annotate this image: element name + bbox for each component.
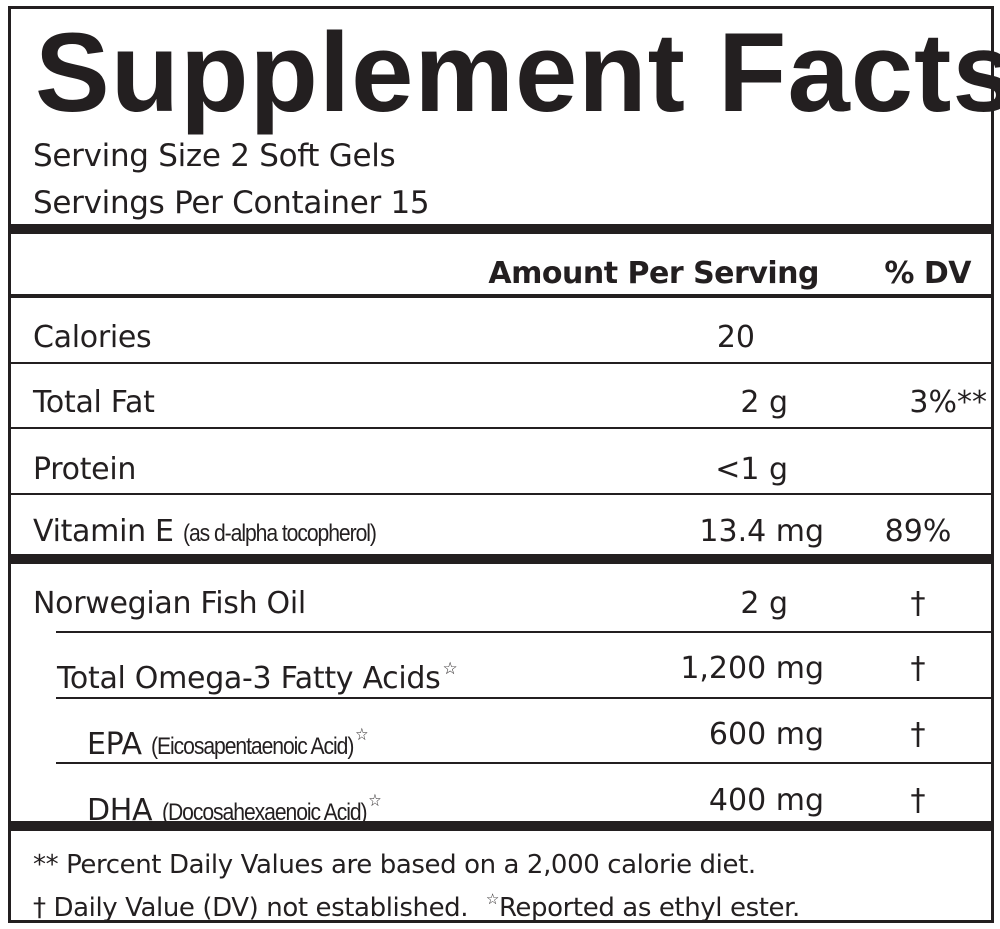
ingredient-name: EPA (Eicosapentaenoic Acid) ☆	[87, 715, 397, 767]
ingredient-dv: †	[910, 651, 926, 686]
nutrient-amount: 20	[716, 320, 755, 355]
nutrient-amount: 13.4 mg	[699, 514, 824, 549]
ingredient-dv: †	[910, 783, 926, 818]
star-icon: ☆	[367, 791, 381, 810]
divider-thick	[11, 224, 991, 234]
ingredient-amount: 1,200 mg	[680, 651, 824, 686]
header-amount-per-serving: Amount Per Serving	[488, 256, 819, 291]
divider-thin-indented	[56, 697, 991, 699]
ingredient-dv: †	[910, 586, 926, 621]
nutrient-dv: 3%**	[909, 385, 987, 420]
servings-per-container: Servings Per Container 15	[33, 185, 430, 221]
divider-thick	[11, 554, 991, 564]
nutrient-name: Total Fat	[33, 385, 155, 420]
divider-medium	[11, 294, 991, 298]
nutrient-name: Protein	[33, 452, 137, 487]
divider-thin-indented	[56, 631, 991, 633]
ingredient-name-main: Total Omega-3 Fatty Acids	[57, 661, 441, 696]
footnote-dv-basis: ** Percent Daily Values are based on a 2…	[33, 850, 756, 880]
ingredient-amount: 2 g	[740, 586, 788, 621]
divider-thin	[11, 493, 991, 495]
nutrient-name-detail: (as d-alpha tocopherol)	[182, 520, 377, 547]
nutrient-amount: 2 g	[740, 385, 788, 420]
ingredient-name-main: EPA	[87, 727, 142, 762]
supplement-facts-label: Supplement Facts Serving Size 2 Soft Gel…	[8, 6, 1000, 923]
nutrient-amount: <1 g	[715, 452, 788, 487]
nutrient-name: Calories	[33, 320, 152, 355]
footnote-dv-not-established: † Daily Value (DV) not established. ☆Rep…	[33, 890, 800, 923]
ingredient-name-detail: (Eicosapentaenoic Acid) ☆	[151, 725, 368, 760]
ingredient-name: Total Omega-3 Fatty Acids ☆	[57, 649, 458, 699]
ingredient-dv: †	[910, 717, 926, 752]
star-icon: ☆	[442, 659, 458, 679]
nutrient-dv: 89%	[884, 514, 952, 549]
nutrient-name: Vitamin E (as d-alpha tocopherol)	[33, 512, 402, 554]
header-percent-dv: % DV	[884, 256, 971, 291]
divider-thin	[11, 427, 991, 429]
divider-thick	[11, 821, 991, 831]
nutrient-name-main: Vitamin E	[33, 514, 174, 549]
star-icon: ☆	[355, 725, 368, 744]
ingredient-amount: 400 mg	[708, 783, 824, 818]
star-icon: ☆	[485, 890, 499, 908]
serving-size: Serving Size 2 Soft Gels	[33, 138, 396, 174]
divider-thin-indented	[56, 762, 991, 764]
label-title: Supplement Facts	[35, 10, 1000, 135]
divider-thin	[11, 362, 991, 364]
ingredient-name: Norwegian Fish Oil	[33, 586, 306, 621]
ingredient-amount: 600 mg	[708, 717, 824, 752]
